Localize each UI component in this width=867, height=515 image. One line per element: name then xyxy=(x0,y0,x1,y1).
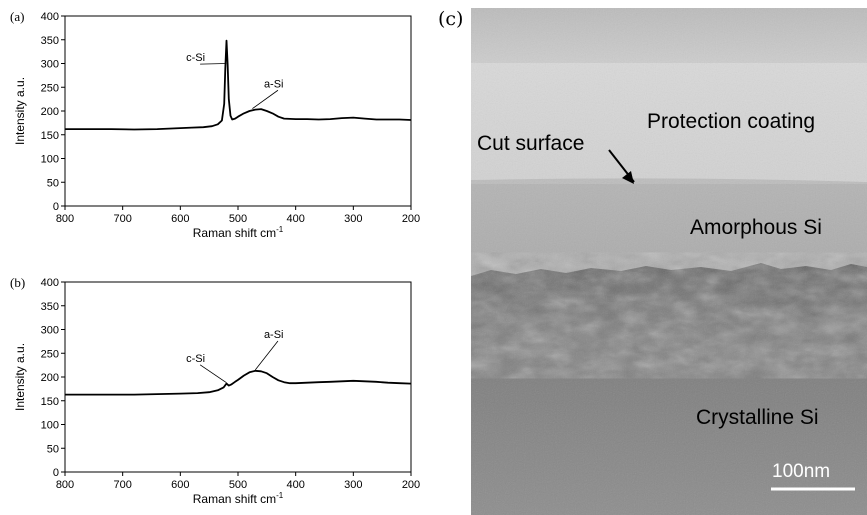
x-tick-label: 500 xyxy=(229,213,247,225)
annotation-label: c-Si xyxy=(186,52,205,64)
label-cut-surface: Cut surface xyxy=(477,132,585,155)
y-tick-label: 200 xyxy=(41,372,59,384)
x-tick-label: 500 xyxy=(229,479,247,491)
y-tick-label: 300 xyxy=(41,59,59,71)
annotation-leader xyxy=(254,340,279,371)
y-tick-label: 350 xyxy=(41,35,59,47)
panel-label: (b) xyxy=(10,275,25,290)
x-tick-label: 400 xyxy=(286,213,304,225)
spectrum-line xyxy=(65,369,412,396)
y-axis-label: Intensity a.u. xyxy=(13,343,27,411)
y-axis-label: Intensity a.u. xyxy=(13,77,27,145)
scale-bar-label: 100nm xyxy=(772,461,831,482)
plot-frame xyxy=(64,15,412,207)
y-tick-label: 50 xyxy=(47,177,59,189)
x-axis-unit-exponent: -1 xyxy=(276,491,284,500)
tem-image xyxy=(471,8,867,515)
x-tick-label: 800 xyxy=(56,213,74,225)
x-tick-label: 300 xyxy=(344,479,362,491)
y-tick-label: 50 xyxy=(47,443,59,455)
label-crystalline-si: Crystalline Si xyxy=(696,406,819,429)
x-tick-label: 600 xyxy=(171,479,189,491)
y-tick-label: 400 xyxy=(41,277,59,289)
x-axis-unit-exponent: -1 xyxy=(276,225,284,234)
x-axis-label: Raman shift cm-1 xyxy=(193,225,284,240)
panel-label: (a) xyxy=(10,9,24,24)
x-tick-label: 400 xyxy=(286,479,304,491)
x-tick-label: 200 xyxy=(402,479,420,491)
annotation-leader xyxy=(200,63,227,65)
y-tick-label: 150 xyxy=(41,396,59,408)
panel-c-label: (c) xyxy=(438,8,464,30)
arrow-head-icon xyxy=(622,171,634,184)
x-tick-label: 200 xyxy=(402,213,420,225)
y-tick-label: 0 xyxy=(53,201,59,213)
y-tick-label: 0 xyxy=(53,467,59,479)
label-amorphous-si: Amorphous Si xyxy=(690,216,822,239)
annotation-label: a-Si xyxy=(264,78,284,90)
annotation-leader xyxy=(252,89,279,109)
plot-frame xyxy=(64,281,412,473)
x-tick-label: 600 xyxy=(171,213,189,225)
annotation-leader xyxy=(199,364,227,384)
raman-chart-b: (b) 0 50 100 150 200 250 300 350 400 800 700 600 500 4… xyxy=(10,275,420,506)
raman-chart-a: (a) 0 50 100 150 200 250 300 350 400 800 700 600 500 4… xyxy=(10,9,420,240)
grain-noise xyxy=(471,8,867,515)
y-tick-label: 100 xyxy=(41,420,59,432)
y-tick-label: 100 xyxy=(41,154,59,166)
y-tick-label: 400 xyxy=(41,11,59,23)
annotation-label: c-Si xyxy=(186,353,205,365)
x-tick-label: 300 xyxy=(344,213,362,225)
y-tick-label: 250 xyxy=(41,82,59,94)
x-tick-label: 800 xyxy=(56,479,74,491)
y-tick-label: 250 xyxy=(41,348,59,360)
label-protection-coating: Protection coating xyxy=(647,110,816,133)
x-tick-label: 700 xyxy=(113,213,131,225)
y-tick-label: 300 xyxy=(41,325,59,337)
y-tick-label: 150 xyxy=(41,130,59,142)
tem-micrograph: Protection coating Cut surface Amorphous… xyxy=(471,8,867,515)
y-tick-label: 200 xyxy=(41,106,59,118)
spectrum-line xyxy=(65,39,412,131)
x-axis-label: Raman shift cm-1 xyxy=(193,491,284,506)
x-tick-label: 700 xyxy=(113,479,131,491)
y-tick-label: 350 xyxy=(41,301,59,313)
annotation-label: a-Si xyxy=(264,329,284,341)
